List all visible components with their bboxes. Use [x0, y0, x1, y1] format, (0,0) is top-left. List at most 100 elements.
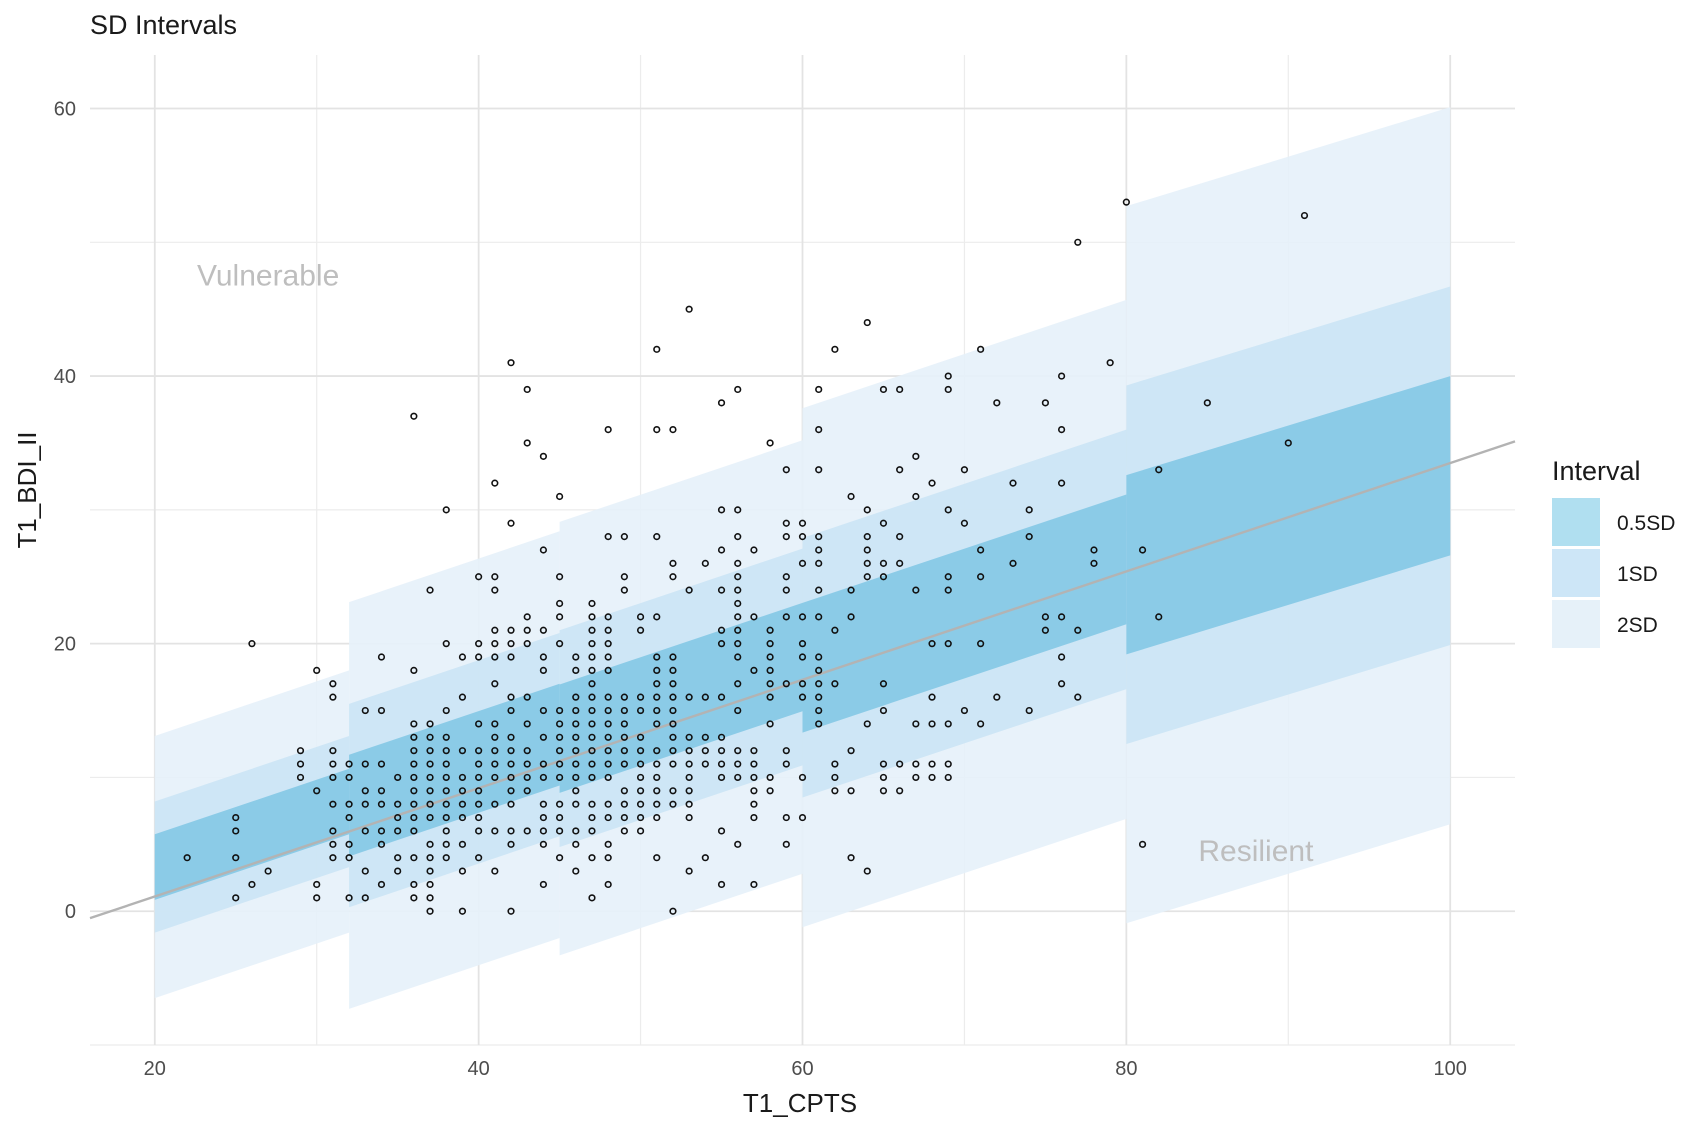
- y-axis-ticks: 0 20 40 60: [54, 99, 76, 924]
- data-point: [507, 760, 515, 768]
- data-point: [928, 479, 936, 487]
- data-point: [653, 533, 661, 541]
- data-point: [475, 800, 483, 808]
- data-point: [960, 706, 969, 715]
- data-point: [572, 747, 580, 755]
- data-point: [475, 640, 483, 648]
- data-point: [944, 720, 952, 728]
- data-point: [539, 546, 548, 554]
- data-point: [410, 880, 418, 889]
- data-point: [604, 880, 612, 889]
- legend-label-1sd: 1SD: [1617, 563, 1658, 586]
- data-point: [523, 626, 531, 634]
- data-point: [604, 854, 612, 862]
- data-point: [523, 693, 531, 701]
- interval-bands: [154, 107, 1451, 1009]
- data-point: [361, 787, 369, 795]
- data-point: [815, 680, 823, 688]
- data-point: [361, 894, 369, 902]
- data-point: [491, 720, 499, 728]
- data-point: [1009, 559, 1017, 567]
- data-point: [604, 666, 612, 675]
- data-point: [539, 626, 548, 634]
- data-point: [458, 787, 467, 795]
- data-point: [798, 613, 807, 621]
- data-point: [912, 586, 920, 594]
- data-point: [604, 613, 612, 621]
- data-point: [685, 773, 693, 782]
- data-point: [588, 800, 596, 808]
- data-point: [1025, 533, 1033, 541]
- data-point: [653, 813, 661, 822]
- data-point: [361, 867, 369, 875]
- data-point: [896, 533, 904, 541]
- data-points: [183, 198, 1309, 915]
- data-point: [717, 733, 726, 741]
- data-point: [1122, 198, 1130, 206]
- data-point: [782, 586, 790, 594]
- data-point: [750, 813, 758, 822]
- data-point: [782, 813, 790, 822]
- legend-label-2sd: 2SD: [1617, 614, 1658, 637]
- data-point: [296, 760, 305, 768]
- data-point: [734, 840, 742, 848]
- data-point: [782, 519, 790, 527]
- data-point: [1057, 613, 1066, 621]
- data-point: [669, 907, 677, 915]
- data-point: [410, 773, 418, 782]
- data-point: [442, 773, 450, 782]
- data-point: [636, 613, 645, 621]
- data-point: [507, 800, 515, 808]
- data-point: [863, 867, 871, 875]
- data-point: [717, 399, 726, 407]
- data-point: [863, 559, 871, 567]
- x-axis-title: T1_CPTS: [743, 1088, 857, 1118]
- data-point: [410, 747, 418, 755]
- legend-swatch-1sd: [1552, 549, 1600, 597]
- data-point: [507, 733, 515, 741]
- data-point: [717, 747, 726, 755]
- data-point: [750, 800, 758, 808]
- data-point: [604, 425, 612, 434]
- data-point: [491, 867, 499, 875]
- data-point: [977, 573, 985, 581]
- data-point: [669, 559, 677, 567]
- data-point: [410, 760, 418, 768]
- data-point: [831, 760, 839, 768]
- data-point: [653, 666, 661, 675]
- data-point: [1057, 479, 1066, 487]
- data-point: [458, 907, 467, 915]
- data-point: [491, 586, 499, 594]
- data-point: [572, 706, 580, 715]
- data-point: [475, 573, 483, 581]
- data-point: [782, 840, 790, 848]
- data-point: [685, 800, 693, 808]
- data-point: [491, 733, 499, 741]
- data-point: [604, 760, 612, 768]
- data-point: [572, 653, 580, 661]
- data-point: [701, 733, 709, 741]
- data-point: [426, 733, 434, 741]
- data-point: [442, 813, 450, 822]
- data-point: [766, 439, 774, 447]
- y-tick-label: 20: [54, 634, 76, 656]
- data-point: [572, 733, 580, 741]
- data-point: [588, 813, 596, 822]
- data-point: [685, 787, 693, 795]
- data-point: [669, 760, 677, 768]
- data-point: [491, 747, 499, 755]
- data-point: [539, 827, 548, 835]
- data-point: [539, 653, 548, 661]
- data-point: [847, 787, 855, 795]
- data-point: [831, 680, 839, 688]
- data-point: [475, 813, 483, 822]
- data-point: [507, 907, 515, 915]
- data-point: [442, 800, 450, 808]
- data-point: [491, 479, 499, 487]
- data-point: [685, 305, 693, 313]
- data-point: [636, 733, 645, 741]
- data-point: [782, 533, 790, 541]
- data-point: [685, 586, 693, 594]
- data-point: [798, 640, 807, 648]
- data-point: [523, 640, 531, 648]
